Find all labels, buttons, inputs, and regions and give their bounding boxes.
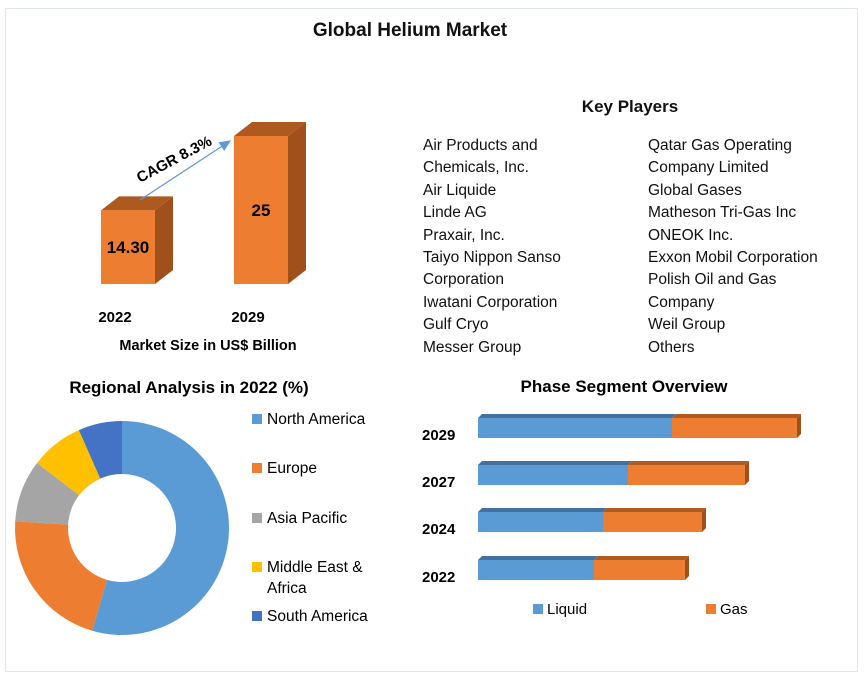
- phase-segment-chart: 2029 2027 2024 2022: [422, 414, 801, 586]
- key-players-title: Key Players: [581, 97, 679, 116]
- key-player-line: Messer Group: [423, 338, 522, 356]
- bar-category-label: 2029: [231, 309, 264, 326]
- bar-top: [478, 556, 598, 560]
- donut-slice-middle-east-africa: [37, 430, 101, 496]
- category-label: 2022: [422, 569, 455, 586]
- bar-top: [478, 461, 632, 465]
- legend-swatch: [706, 604, 716, 614]
- legend-label: Europe: [267, 460, 317, 477]
- bar-top: [101, 196, 173, 211]
- regional-title: Regional Analysis in 2022 (%): [69, 378, 308, 397]
- bar-side: [797, 414, 801, 438]
- key-player-line: Others: [648, 338, 695, 356]
- regional-legend: North America Europe Asia Pacific Middle Ea…: [252, 411, 368, 625]
- bar-top: [628, 461, 749, 465]
- regional-donut-chart: [15, 421, 230, 636]
- key-player-line: Qatar Gas Operating: [648, 137, 792, 154]
- key-player-line: Air Products and: [423, 137, 538, 154]
- bar-2022-gas: [594, 560, 685, 580]
- category-label: 2029: [422, 427, 455, 444]
- bar-top: [478, 508, 607, 512]
- bar-2024-liquid: [478, 512, 603, 532]
- bar-value-label: 25: [252, 201, 271, 220]
- page-title: Global Helium Market: [312, 20, 508, 41]
- key-player-line: Company Limited: [648, 159, 769, 177]
- phase-legend: Liquid Gas: [533, 601, 748, 618]
- bar-side: [288, 122, 306, 284]
- key-player-line: Taiyo Nippon Sanso: [423, 249, 561, 267]
- key-player-line: Company: [648, 293, 715, 311]
- legend-swatch: [533, 604, 543, 614]
- bar-2029-liquid: [478, 418, 672, 438]
- legend-label: South America: [267, 608, 368, 625]
- bar-top: [594, 556, 689, 560]
- bar-top: [234, 122, 306, 136]
- cagr-arrow: [139, 140, 232, 201]
- bar-2024-gas: [603, 512, 702, 532]
- key-player-line: Chemicals, Inc.: [423, 159, 529, 177]
- donut-slice-europe: [15, 521, 107, 631]
- market-size-xlabel: Market Size in US$ Billion: [119, 338, 296, 354]
- key-player-line: Iwatani Corporation: [423, 293, 558, 311]
- donut-slice-south-america: [78, 421, 122, 479]
- bar-2022-liquid: [478, 560, 594, 580]
- legend-label: Asia Pacific: [267, 510, 347, 527]
- bar-side: [745, 461, 749, 485]
- key-player-line: Weil Group: [648, 316, 726, 334]
- key-player-line: ONEOK Inc.: [648, 226, 734, 244]
- category-label: 2024: [422, 521, 456, 538]
- phase-title: Phase Segment Overview: [521, 377, 729, 396]
- bar-2029-gas: [672, 418, 797, 438]
- legend-swatch: [252, 414, 262, 424]
- market-size-chart: 14.30 2022 25 2029: [98, 122, 306, 326]
- key-players-left-column: Air Products and Chemicals, Inc. Air Liqui…: [423, 135, 561, 359]
- donut-slice-north-america: [92, 421, 230, 636]
- legend-label: Gas: [720, 601, 748, 618]
- bar-top: [603, 508, 706, 512]
- legend-swatch: [252, 463, 262, 473]
- bar-2027-liquid: [478, 465, 628, 485]
- bar-category-label: 2022: [98, 309, 131, 326]
- key-player-line: Polish Oil and Gas: [648, 271, 777, 289]
- bar-side: [685, 556, 689, 580]
- legend-label: Liquid: [547, 601, 587, 618]
- key-player-line: Matheson Tri-Gas Inc: [648, 204, 797, 222]
- legend-swatch: [252, 513, 262, 523]
- key-player-line: Corporation: [423, 271, 504, 289]
- category-label: 2027: [422, 474, 455, 491]
- donut-slice-asia-pacific: [15, 462, 80, 525]
- legend-swatch: [252, 562, 262, 572]
- bar-2029: [234, 136, 288, 284]
- bar-side: [702, 508, 706, 532]
- bar-side: [155, 196, 173, 284]
- bar-top: [478, 414, 676, 418]
- bar-2027-gas: [628, 465, 745, 485]
- key-player-line: Exxon Mobil Corporation: [648, 249, 818, 267]
- bar-2022: [101, 210, 155, 284]
- key-player-line: Gulf Cryo: [423, 316, 489, 334]
- bar-value-label: 14.30: [107, 238, 150, 257]
- key-players-right-column: Qatar Gas Operating Company Limited Global…: [648, 135, 818, 359]
- key-player-line: Praxair, Inc.: [423, 226, 505, 244]
- infographic-frame: [5, 8, 858, 672]
- key-player-line: Air Liquide: [423, 181, 497, 199]
- bar-top: [672, 414, 801, 418]
- legend-swatch: [252, 611, 262, 621]
- key-player-line: Linde AG: [423, 204, 487, 222]
- legend-label: North America: [267, 411, 366, 428]
- legend-label: Middle East & Africa: [267, 559, 363, 597]
- key-player-line: Global Gases: [648, 181, 742, 199]
